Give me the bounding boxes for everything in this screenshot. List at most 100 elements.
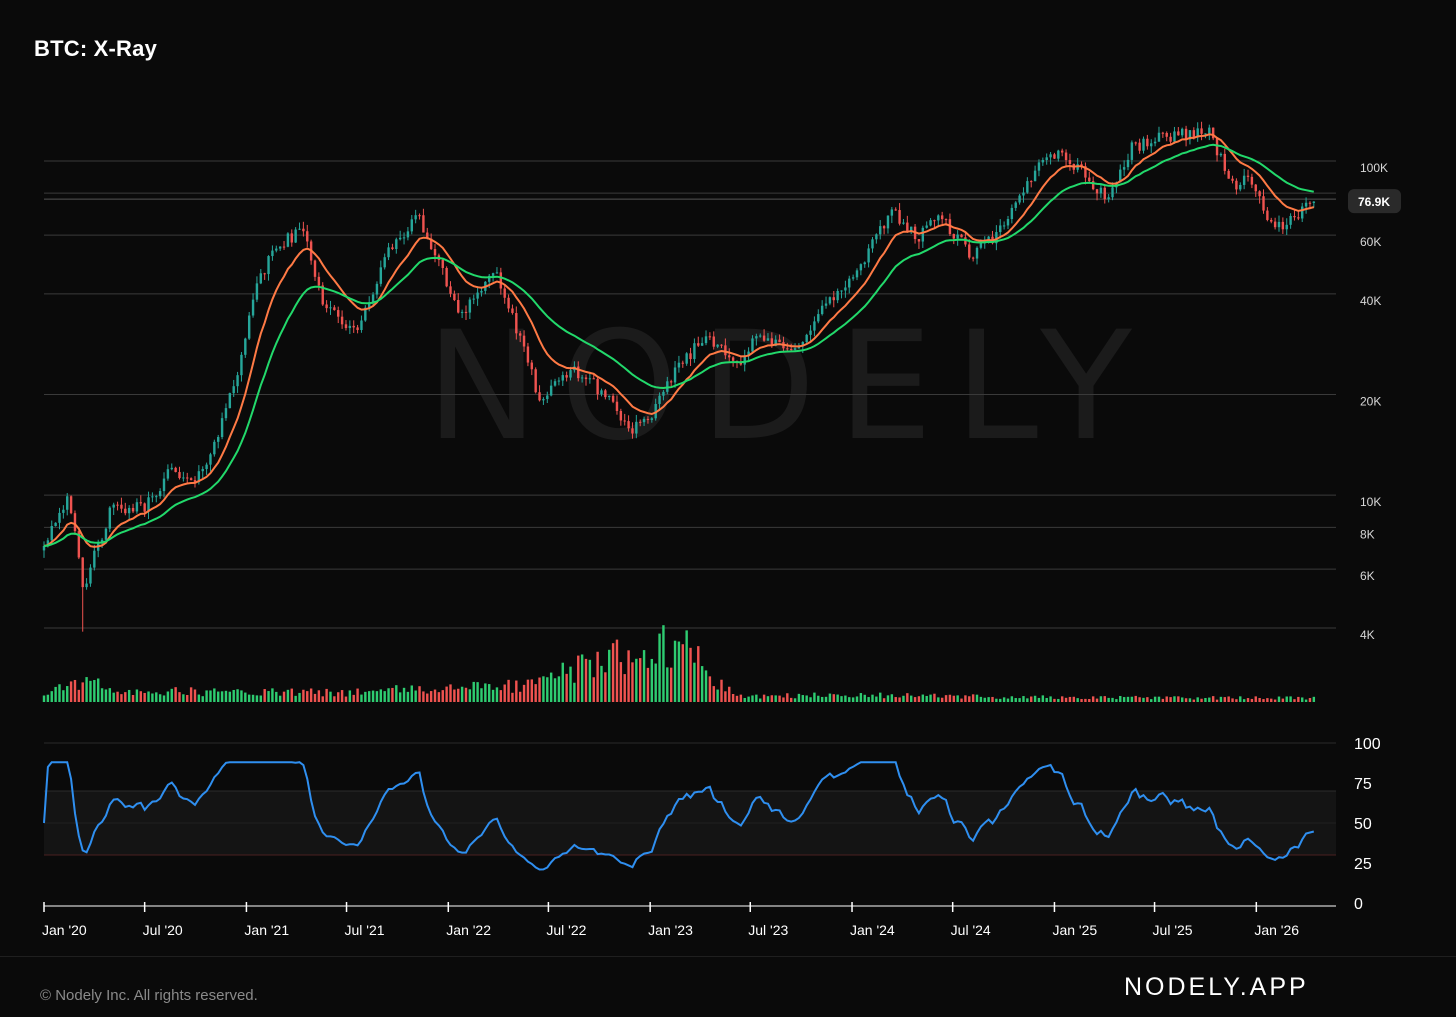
- volume-bar: [468, 689, 472, 702]
- volume-bar: [944, 695, 948, 702]
- candle-body: [1010, 207, 1014, 219]
- candle-body: [1173, 131, 1176, 142]
- volume-bar: [356, 688, 359, 702]
- volume-bar: [1308, 698, 1312, 702]
- current-price-badge: [1348, 189, 1401, 214]
- volume-bar: [124, 692, 127, 702]
- candle-body: [863, 262, 866, 265]
- candle-body: [646, 418, 650, 420]
- ema-line-slow: [43, 143, 1314, 547]
- time-tick-label: Jul '21: [345, 922, 385, 938]
- candle-body: [89, 567, 92, 584]
- volume-bar: [735, 695, 739, 702]
- volume-bar: [127, 689, 131, 702]
- candle-body: [298, 228, 301, 230]
- volume-bar: [1146, 697, 1149, 702]
- candle-body: [820, 305, 824, 315]
- candle-body: [1219, 153, 1223, 156]
- current-price-label: 76.9K: [1358, 195, 1390, 209]
- volume-bar: [93, 680, 96, 702]
- volume-bar: [890, 694, 894, 702]
- volume-bar: [1161, 698, 1165, 702]
- candle-body: [1053, 154, 1056, 159]
- volume-bar: [193, 689, 197, 702]
- time-tick-label: Jan '23: [648, 922, 693, 938]
- candle-body: [1242, 175, 1246, 185]
- volume-bar: [77, 689, 81, 702]
- candle-body: [267, 256, 270, 275]
- volume-bar: [197, 694, 201, 702]
- volume-bar: [666, 667, 669, 702]
- volume-bar: [770, 695, 774, 702]
- candle-body: [325, 304, 328, 309]
- volume-bar: [1037, 697, 1041, 702]
- candle-body: [352, 325, 355, 328]
- candle-body: [387, 247, 390, 258]
- volume-bar: [158, 694, 162, 702]
- volume-bar: [937, 697, 940, 702]
- candle-body: [1006, 218, 1010, 226]
- candle-body: [503, 288, 506, 298]
- volume-bar: [716, 689, 719, 702]
- candle-body: [615, 401, 619, 411]
- candle-body: [995, 232, 998, 244]
- candle-body: [1277, 221, 1281, 228]
- volume-bar: [251, 694, 255, 702]
- candle-body: [294, 229, 297, 243]
- candle-body: [1146, 138, 1149, 147]
- volume-bar: [855, 696, 859, 702]
- volume-bar: [797, 693, 801, 702]
- candle-body: [507, 297, 510, 309]
- volume-bar: [406, 691, 410, 702]
- time-tick-label: Jan '20: [42, 922, 87, 938]
- candle-body: [1084, 166, 1087, 178]
- volume-bar: [604, 672, 607, 702]
- volume-bar: [940, 697, 944, 702]
- candle-body: [1169, 136, 1172, 142]
- candle-body: [731, 357, 735, 361]
- candle-body: [333, 307, 336, 311]
- volume-bar: [1126, 696, 1130, 702]
- candle-body: [1285, 224, 1288, 230]
- volume-bar: [1026, 698, 1029, 702]
- time-tick-label: Jul '24: [951, 922, 991, 938]
- candle-body: [724, 345, 727, 356]
- volume-bar: [321, 696, 324, 702]
- candle-body: [1312, 201, 1316, 203]
- volume-bar: [1200, 698, 1203, 702]
- volume-bar: [1060, 696, 1064, 702]
- candle-body: [809, 330, 812, 335]
- volume-bar: [673, 640, 677, 702]
- volume-bar: [360, 694, 363, 702]
- volume-bar: [286, 689, 290, 702]
- candle-body: [530, 362, 534, 370]
- candle-body: [193, 480, 197, 483]
- candle-body: [1223, 153, 1226, 171]
- volume-bar: [108, 688, 112, 702]
- volume-bar: [1111, 697, 1114, 702]
- candle-layer: [42, 121, 1316, 632]
- candle-body: [410, 219, 413, 232]
- volume-bar: [557, 676, 561, 702]
- time-tick-label: Jul '20: [143, 922, 183, 938]
- candle-body: [120, 504, 123, 509]
- volume-bar: [259, 695, 263, 702]
- candle-body: [178, 472, 181, 479]
- volume-bar: [147, 691, 150, 702]
- candle-body: [960, 234, 963, 238]
- volume-bar: [534, 684, 537, 702]
- volume-bar: [561, 662, 564, 702]
- chart-title: BTC: X-Ray: [34, 36, 158, 61]
- volume-bar: [759, 698, 762, 702]
- volume-bar: [844, 695, 847, 702]
- volume-bar: [669, 667, 673, 702]
- candle-body: [882, 226, 886, 229]
- candle-body: [1018, 195, 1021, 203]
- volume-bar: [933, 693, 936, 702]
- volume-bar: [1084, 698, 1087, 702]
- volume-bar: [66, 686, 69, 702]
- volume-bar: [379, 689, 383, 702]
- price-tick-label: 6K: [1360, 569, 1375, 583]
- candle-body: [1180, 128, 1184, 136]
- candle-body: [391, 247, 394, 250]
